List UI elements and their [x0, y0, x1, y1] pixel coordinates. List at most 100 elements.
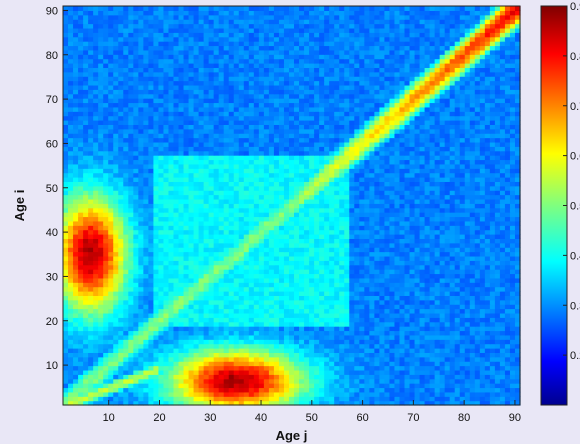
heatmap-cell — [103, 339, 109, 345]
heatmap-cell — [288, 365, 295, 371]
heatmap-cell — [183, 247, 190, 253]
heatmap-cell — [233, 361, 240, 367]
heatmap-cell — [168, 291, 175, 296]
heatmap-cell — [394, 387, 401, 393]
heatmap-cell — [414, 391, 421, 397]
heatmap-cell — [409, 207, 416, 213]
heatmap-cell — [288, 190, 295, 196]
heatmap-cell — [509, 238, 516, 244]
heatmap-cell — [128, 238, 134, 244]
heatmap-cell — [384, 277, 391, 283]
heatmap-cell — [464, 330, 471, 336]
heatmap-cell — [464, 356, 471, 362]
heatmap-cell — [349, 365, 355, 371]
heatmap-cell — [153, 251, 160, 257]
heatmap-cell — [499, 326, 506, 332]
heatmap-cell — [354, 185, 360, 191]
heatmap-cell — [504, 225, 511, 231]
heatmap-cell — [359, 194, 365, 200]
heatmap-cell — [233, 291, 240, 296]
heatmap-cell — [233, 225, 240, 231]
heatmap-cell — [223, 396, 230, 402]
heatmap-cell — [128, 277, 134, 283]
heatmap-cell — [93, 194, 99, 200]
heatmap-cell — [414, 251, 421, 257]
heatmap-cell — [268, 348, 275, 353]
heatmap-cell — [83, 352, 89, 358]
heatmap-cell — [113, 400, 119, 406]
heatmap-cell — [394, 172, 401, 178]
heatmap-cell — [133, 163, 139, 169]
heatmap-cell — [454, 181, 461, 187]
heatmap-cell — [168, 185, 175, 191]
heatmap-cell — [273, 207, 280, 213]
heatmap-cell — [494, 238, 501, 244]
heatmap-cell — [133, 361, 139, 367]
heatmap-cell — [414, 172, 421, 178]
heatmap-cell — [128, 391, 134, 397]
heatmap-cell — [364, 282, 370, 288]
heatmap-cell — [394, 194, 401, 200]
heatmap-cell — [379, 229, 385, 235]
heatmap-cell — [349, 369, 355, 375]
heatmap-cell — [223, 317, 230, 323]
heatmap-cell — [379, 291, 385, 296]
heatmap-cell — [429, 286, 436, 292]
heatmap-cell — [278, 194, 285, 200]
heatmap-cell — [238, 203, 245, 209]
heatmap-cell — [238, 277, 245, 283]
heatmap-cell — [193, 273, 200, 279]
heatmap-cell — [183, 269, 190, 275]
heatmap-cell — [148, 321, 154, 327]
heatmap-cell — [349, 238, 355, 244]
heatmap-cell — [178, 295, 185, 301]
heatmap-cell — [439, 286, 446, 292]
heatmap-cell — [499, 356, 506, 362]
heatmap-cell — [178, 321, 185, 327]
heatmap-cell — [514, 348, 521, 353]
heatmap-cell — [168, 295, 175, 301]
heatmap-cell — [158, 383, 165, 389]
heatmap-cell — [369, 264, 375, 270]
heatmap-cell — [233, 220, 240, 226]
heatmap-cell — [103, 361, 109, 367]
heatmap-cell — [208, 168, 215, 174]
heatmap-cell — [454, 334, 461, 340]
heatmap-cell — [218, 299, 225, 305]
heatmap-cell — [364, 260, 370, 266]
heatmap-cell — [208, 273, 215, 279]
heatmap-cell — [193, 260, 200, 266]
heatmap-cell — [439, 312, 446, 318]
heatmap-cell — [474, 365, 481, 371]
heatmap-cell — [459, 255, 466, 261]
heatmap-cell — [153, 330, 160, 336]
heatmap-cell — [334, 185, 340, 191]
heatmap-cell — [499, 304, 506, 310]
heatmap-cell — [334, 172, 340, 178]
heatmap-cell — [238, 304, 245, 310]
heatmap-cell — [198, 387, 205, 393]
heatmap-cell — [218, 264, 225, 270]
heatmap-cell — [439, 291, 446, 296]
heatmap-cell — [404, 286, 411, 292]
heatmap-cell — [163, 378, 170, 384]
heatmap-cell — [168, 255, 175, 261]
heatmap-cell — [369, 361, 375, 367]
heatmap-cell — [73, 365, 79, 371]
heatmap-cell — [444, 190, 451, 196]
heatmap-cell — [494, 365, 501, 371]
heatmap-cell — [449, 330, 456, 336]
heatmap-cell — [228, 299, 235, 305]
heatmap-cell — [429, 374, 436, 380]
heatmap-cell — [359, 220, 365, 226]
heatmap-cell — [233, 312, 240, 318]
heatmap-cell — [394, 264, 401, 270]
heatmap-cell — [329, 234, 335, 239]
heatmap-cell — [309, 299, 315, 305]
heatmap-cell — [429, 400, 436, 406]
heatmap-cell — [118, 304, 124, 310]
heatmap-cell — [409, 172, 416, 178]
heatmap-cell — [349, 251, 355, 257]
heatmap-cell — [319, 383, 325, 389]
heatmap-cell — [198, 295, 205, 301]
